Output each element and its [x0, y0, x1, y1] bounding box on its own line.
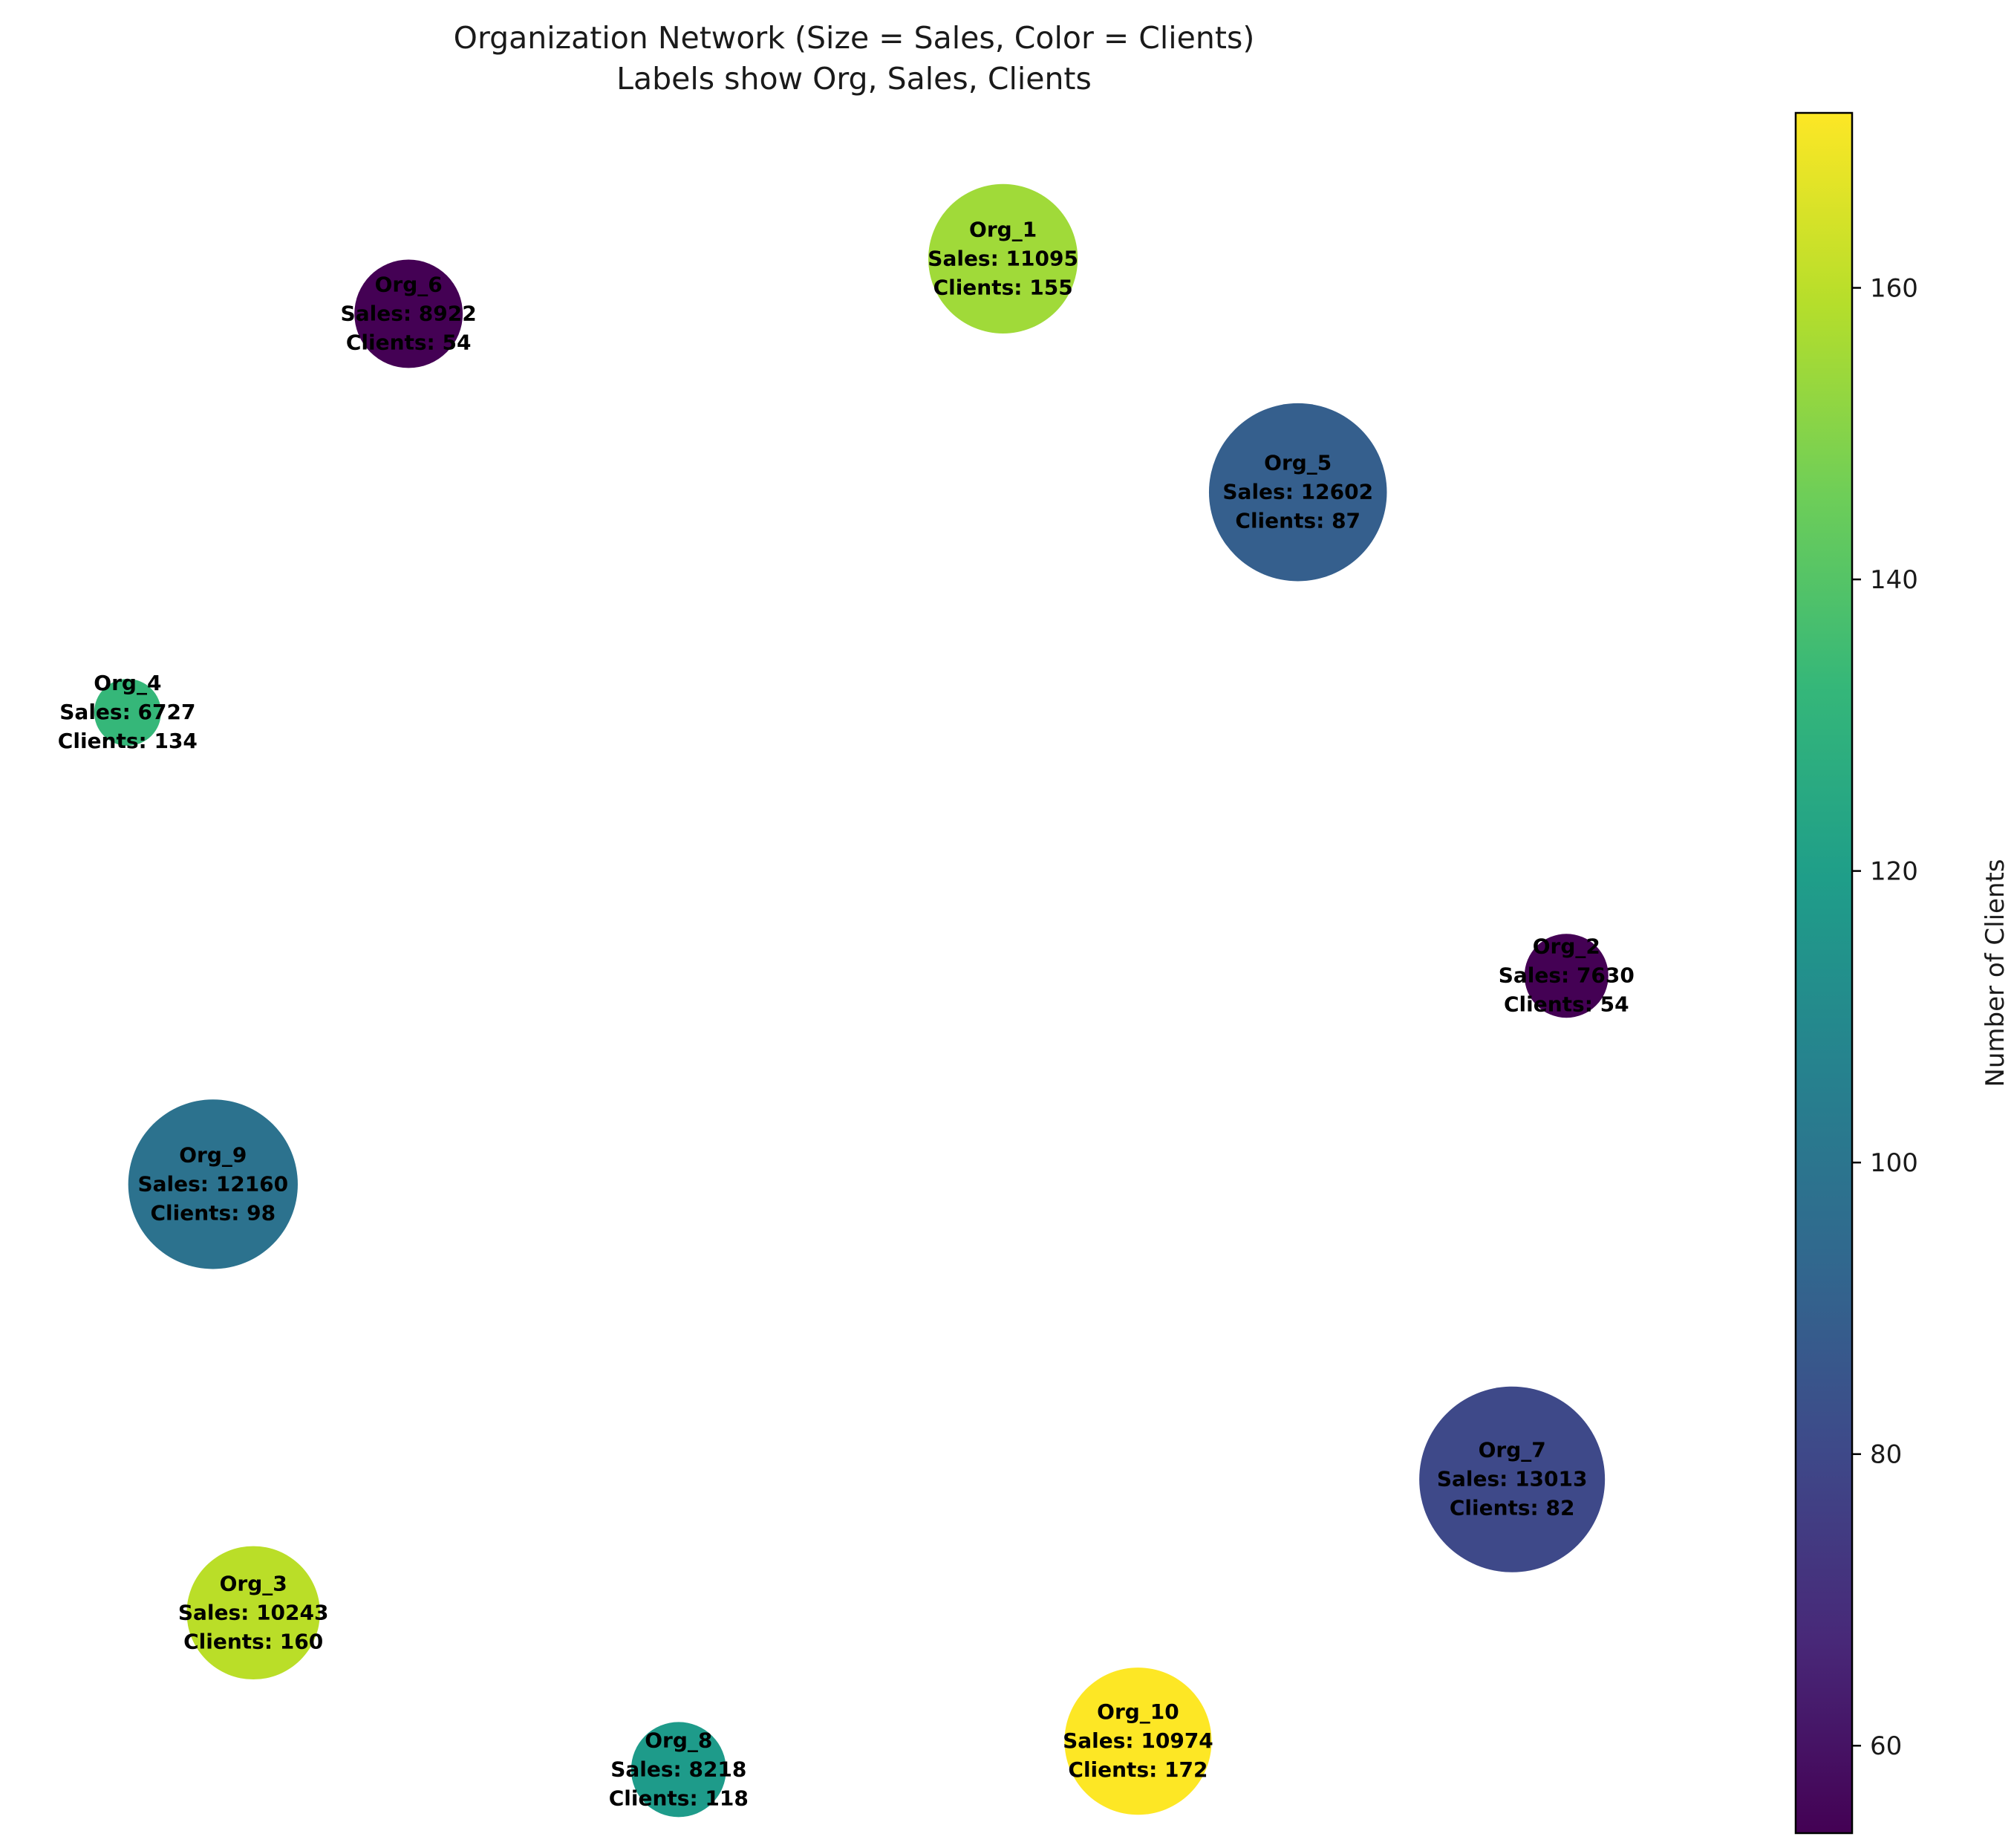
- colorbar-tick-label: 60: [1870, 1731, 1902, 1761]
- node-circle: [128, 1099, 298, 1269]
- node-circle: [1064, 1668, 1212, 1815]
- colorbar-gradient: [1794, 111, 1854, 1835]
- node-circle: [928, 183, 1078, 334]
- node-label-sales: Sales: 13013: [1437, 1467, 1588, 1491]
- node-org-8: Org_8 Sales: 8218 Clients: 118: [609, 1722, 749, 1818]
- node-label-clients: Clients: 87: [1235, 509, 1360, 533]
- node-circle: [1524, 934, 1609, 1018]
- node-label-name: Org_2: [1533, 934, 1600, 959]
- node-label-name: Org_5: [1264, 451, 1332, 475]
- colorbar-ticks: 60 80 100 120 140 160: [1852, 274, 1918, 1761]
- node-label-name: Org_1: [969, 217, 1037, 241]
- node-org-2: Org_2 Sales: 7630 Clients: 54: [1499, 934, 1635, 1018]
- colorbar-tick-label: 120: [1870, 857, 1918, 887]
- node-circle: [354, 259, 463, 368]
- colorbar: 60 80 100 120 140 160 Number of Clients: [1794, 111, 2010, 1835]
- node-label-clients: Clients: 54: [346, 330, 472, 354]
- node-label-name: Org_7: [1479, 1438, 1546, 1463]
- node-label-clients: Clients: 160: [183, 1629, 323, 1653]
- node-label-clients: Clients: 134: [58, 729, 198, 753]
- node-label-clients: Clients: 155: [933, 275, 1073, 299]
- node-label-sales: Sales: 7630: [1499, 963, 1635, 988]
- node-label-clients: Clients: 98: [150, 1200, 276, 1225]
- node-circle: [186, 1546, 320, 1680]
- node-circle: [1419, 1386, 1606, 1572]
- node-label-sales: Sales: 10974: [1063, 1728, 1213, 1753]
- node-label-name: Org_8: [645, 1728, 712, 1752]
- node-label-name: Org_4: [94, 671, 161, 695]
- colorbar-tick-label: 160: [1870, 274, 1918, 304]
- chart-title: Organization Network (Size = Sales, Colo…: [454, 20, 1255, 56]
- node-org-6: Org_6 Sales: 8922 Clients: 54: [341, 259, 477, 368]
- node-org-1: Org_1 Sales: 11095 Clients: 155: [928, 183, 1078, 334]
- chart-subtitle: Labels show Org, Sales, Clients: [616, 61, 1092, 97]
- node-org-5: Org_5 Sales: 12602 Clients: 87: [1208, 403, 1387, 582]
- node-label-sales: Sales: 11095: [928, 246, 1078, 270]
- node-label-clients: Clients: 118: [609, 1786, 749, 1810]
- node-label-name: Org_3: [220, 1571, 287, 1595]
- node-label-sales: Sales: 12602: [1222, 480, 1373, 504]
- node-label-name: Org_6: [375, 272, 443, 296]
- nodes-layer: Org_1 Sales: 11095 Clients: 155 Org_2 Sales:…: [58, 183, 1635, 1818]
- colorbar-label: Number of Clients: [1981, 859, 2010, 1087]
- node-label-sales: Sales: 8218: [610, 1757, 746, 1781]
- node-label-clients: Clients: 54: [1504, 992, 1629, 1017]
- node-org-7: Org_7 Sales: 13013 Clients: 82: [1419, 1386, 1606, 1572]
- node-circle: [94, 679, 161, 746]
- node-circle: [630, 1722, 726, 1818]
- node-org-10: Org_10 Sales: 10974 Clients: 172: [1063, 1668, 1213, 1815]
- node-label-clients: Clients: 172: [1068, 1757, 1208, 1782]
- colorbar-tick-label: 140: [1870, 565, 1918, 595]
- node-label-sales: Sales: 10243: [178, 1600, 329, 1624]
- node-label-name: Org_10: [1097, 1699, 1179, 1724]
- node-label-sales: Sales: 8922: [341, 301, 477, 325]
- colorbar-tick-label: 80: [1870, 1440, 1902, 1470]
- node-label-clients: Clients: 82: [1450, 1496, 1575, 1520]
- node-org-3: Org_3 Sales: 10243 Clients: 160: [178, 1546, 329, 1680]
- node-label-name: Org_9: [179, 1142, 247, 1167]
- colorbar-tick-label: 100: [1870, 1148, 1918, 1178]
- node-label-sales: Sales: 6727: [59, 700, 195, 724]
- node-circle: [1208, 403, 1387, 582]
- node-org-9: Org_9 Sales: 12160 Clients: 98: [128, 1099, 298, 1269]
- node-org-4: Org_4 Sales: 6727 Clients: 134: [58, 671, 198, 753]
- node-label-sales: Sales: 12160: [137, 1171, 288, 1196]
